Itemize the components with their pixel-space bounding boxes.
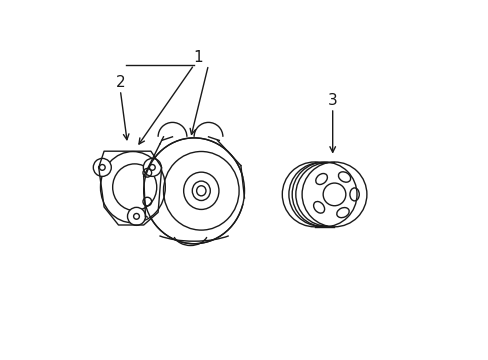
Ellipse shape	[93, 158, 111, 176]
Ellipse shape	[143, 138, 244, 244]
Ellipse shape	[192, 181, 210, 201]
Text: 2: 2	[115, 75, 125, 90]
Ellipse shape	[101, 152, 165, 223]
Ellipse shape	[143, 158, 161, 176]
Text: 1: 1	[192, 50, 202, 65]
Ellipse shape	[302, 162, 366, 227]
Text: 3: 3	[327, 93, 337, 108]
Ellipse shape	[127, 207, 145, 225]
Ellipse shape	[282, 162, 346, 227]
